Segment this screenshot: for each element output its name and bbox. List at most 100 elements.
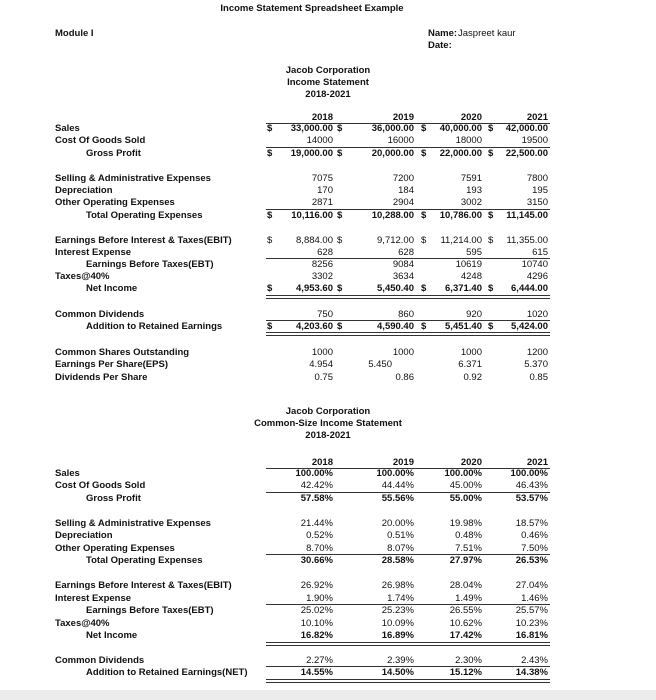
- year-header-2021: 2021: [526, 457, 548, 468]
- cell-value: 2.30%: [455, 655, 482, 666]
- cell-value: 10.23%: [515, 618, 548, 629]
- cell-value: 11,355.00: [506, 235, 548, 246]
- dollar-sign: $: [337, 321, 343, 332]
- cell-value: 100.00%: [444, 468, 482, 479]
- cell-value: 10.10%: [300, 618, 333, 629]
- cell-value: 53.57%: [515, 493, 548, 504]
- cell-value: 30.66%: [300, 555, 333, 566]
- cell-value: 10,786.00: [439, 210, 482, 221]
- cell-value: 4.954: [309, 359, 333, 370]
- underline: [266, 123, 550, 124]
- underline: [266, 666, 550, 667]
- cell-value: 184: [398, 185, 414, 196]
- cell-value: 14.38%: [515, 667, 548, 678]
- cell-value: 25.23%: [381, 605, 414, 616]
- row-label: Addition to Retained Earnings: [86, 321, 223, 332]
- cell-value: 20.00%: [381, 518, 414, 529]
- dollar-sign: $: [267, 148, 273, 159]
- cell-value: 4296: [526, 271, 548, 282]
- row-label: Earnings Before Interest & Taxes(EBIT): [55, 580, 232, 591]
- row-label: Other Operating Expenses: [55, 543, 175, 554]
- cell-value: 170: [317, 185, 333, 196]
- cell-value: 16.82%: [300, 630, 333, 641]
- row-label: Sales: [55, 123, 80, 134]
- cell-value: 4,203.60: [296, 321, 333, 332]
- cell-value: 860: [398, 309, 414, 320]
- dollar-sign: $: [421, 123, 427, 134]
- cell-value: 0.51%: [387, 530, 414, 541]
- cell-value: 18.57%: [515, 518, 548, 529]
- dollar-sign: $: [488, 210, 494, 221]
- dollar-sign: $: [488, 148, 494, 159]
- cell-value: 1000: [460, 347, 482, 358]
- cell-value: 14.50%: [381, 667, 414, 678]
- year-header-2018: 2018: [311, 112, 333, 123]
- row-label: Other Operating Expenses: [55, 197, 175, 208]
- year-header-2019: 2019: [392, 457, 414, 468]
- row-label: Depreciation: [55, 530, 113, 541]
- cell-value: 10.09%: [381, 618, 414, 629]
- cell-value: 11,214.00: [440, 235, 482, 246]
- cell-value: 4,953.60: [296, 283, 333, 294]
- cell-value: 628: [317, 247, 333, 258]
- row-label: Earnings Before Taxes(EBT): [86, 259, 214, 270]
- underline: [266, 492, 550, 493]
- row-label: Selling & Administrative Expenses: [55, 173, 211, 184]
- row-label: Gross Profit: [86, 148, 141, 159]
- cell-value: 5,451.40: [445, 321, 482, 332]
- cell-value: 21.44%: [300, 518, 333, 529]
- cell-value: 100.00%: [510, 468, 548, 479]
- dollar-sign: $: [337, 210, 343, 221]
- row-label: Earnings Before Interest & Taxes(EBIT): [55, 235, 232, 246]
- dollar-sign: $: [267, 283, 273, 294]
- row-label: Total Operating Expenses: [86, 210, 203, 221]
- cell-value: 595: [466, 247, 482, 258]
- cell-value: 36,000.00: [371, 123, 414, 134]
- row-label: Common Dividends: [55, 655, 145, 666]
- cell-value: 26.92%: [300, 580, 333, 591]
- cell-value: 10619: [455, 259, 482, 270]
- cell-value: 615: [532, 247, 548, 258]
- cell-value: 7.51%: [455, 543, 482, 554]
- cell-value: 57.58%: [300, 493, 333, 504]
- underline: [266, 209, 550, 210]
- cell-value: 16.89%: [381, 630, 414, 641]
- cell-value: 20,000.00: [371, 148, 414, 159]
- cell-value: 19,000.00: [290, 148, 333, 159]
- bottom-scroll-area: [0, 690, 656, 700]
- cell-value: 1200: [526, 347, 548, 358]
- cell-value: 22,000.00: [439, 148, 482, 159]
- dollar-sign: $: [267, 321, 273, 332]
- cell-value: 55.56%: [381, 493, 414, 504]
- cell-value: 18000: [455, 135, 482, 146]
- cell-value: 10.62%: [449, 618, 482, 629]
- cell-value: 25.02%: [300, 605, 333, 616]
- cell-value: 8256: [311, 259, 333, 270]
- row-label: Interest Expense: [55, 593, 132, 604]
- cell-value: 19500: [521, 135, 548, 146]
- cell-value: 7200: [392, 173, 414, 184]
- cell-value: 750: [317, 309, 333, 320]
- cell-value: 5,450.40: [377, 283, 414, 294]
- cell-value: 16.81%: [515, 630, 548, 641]
- cell-value: 42.42%: [300, 480, 333, 491]
- year-header-2021: 2021: [526, 112, 548, 123]
- cell-value: 17.42%: [449, 630, 482, 641]
- dollar-sign: $: [488, 235, 494, 246]
- dollar-sign: $: [267, 235, 273, 246]
- cell-value: 9,712.00: [377, 235, 414, 246]
- cell-value: 1020: [526, 309, 548, 320]
- cell-value: 4,590.40: [377, 321, 414, 332]
- cell-value: 1000: [392, 347, 414, 358]
- cell-value: 8.70%: [306, 543, 333, 554]
- year-header-2019: 2019: [392, 112, 414, 123]
- cell-value: 0.46%: [521, 530, 548, 541]
- cell-value: 0.52%: [306, 530, 333, 541]
- cell-value: 2904: [392, 197, 414, 208]
- row-label: Total Operating Expenses: [86, 555, 203, 566]
- underline: [266, 604, 550, 605]
- cell-value: 7.50%: [521, 543, 548, 554]
- year-header-2020: 2020: [460, 112, 482, 123]
- dollar-sign: $: [488, 321, 494, 332]
- double-underline: [266, 332, 550, 336]
